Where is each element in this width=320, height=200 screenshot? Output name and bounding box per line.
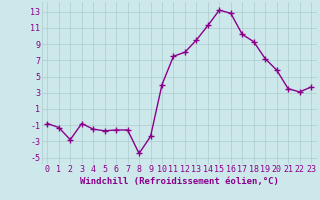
X-axis label: Windchill (Refroidissement éolien,°C): Windchill (Refroidissement éolien,°C) bbox=[80, 177, 279, 186]
